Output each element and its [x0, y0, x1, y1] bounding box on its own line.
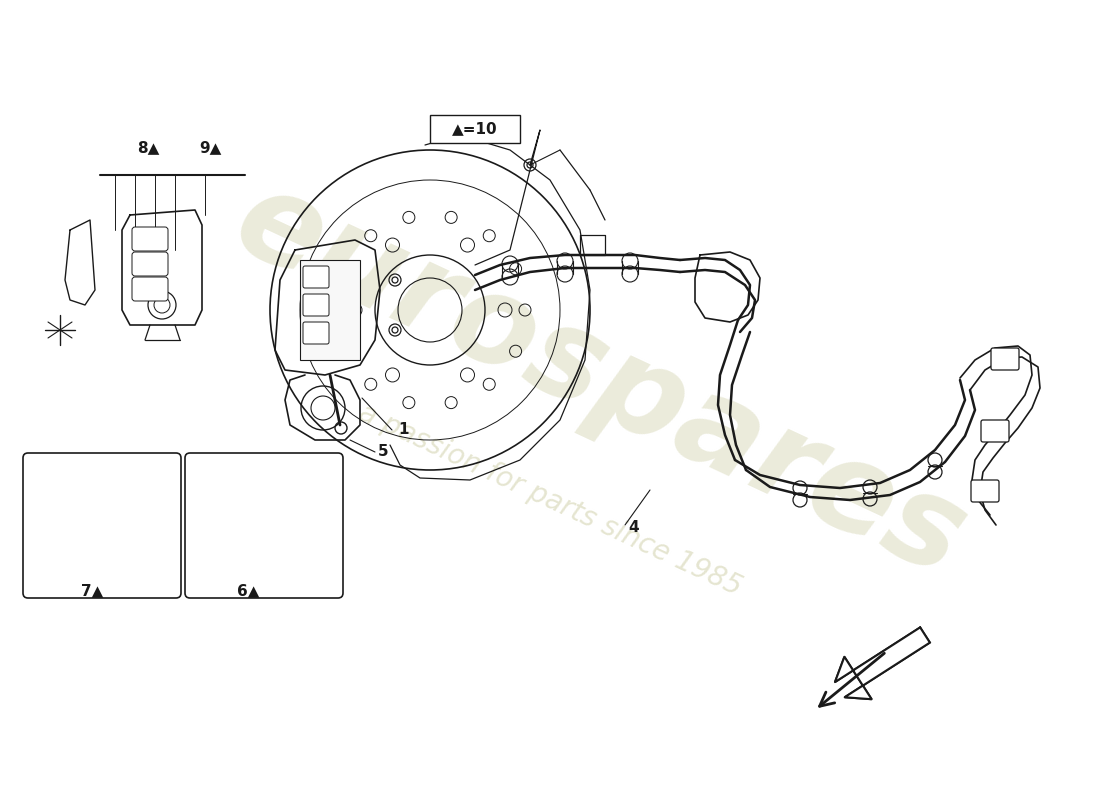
FancyBboxPatch shape [132, 227, 168, 251]
FancyBboxPatch shape [302, 294, 329, 316]
FancyBboxPatch shape [132, 252, 168, 276]
Text: 8▲: 8▲ [136, 140, 160, 155]
Bar [430, 115, 520, 143]
FancyBboxPatch shape [302, 322, 329, 344]
Text: 5: 5 [378, 445, 388, 459]
Text: 7▲: 7▲ [80, 583, 103, 598]
Text: 4: 4 [628, 519, 639, 534]
FancyBboxPatch shape [132, 277, 168, 301]
Bar [300, 260, 360, 360]
Text: eurospares: eurospares [217, 158, 983, 602]
Text: 6▲: 6▲ [236, 583, 260, 598]
FancyBboxPatch shape [302, 266, 329, 288]
Polygon shape [835, 627, 930, 699]
Text: ▲=10: ▲=10 [452, 122, 498, 137]
Text: 1: 1 [398, 422, 408, 438]
FancyBboxPatch shape [971, 480, 999, 502]
Text: 9▲: 9▲ [199, 140, 221, 155]
FancyBboxPatch shape [185, 453, 343, 598]
Text: a passion for parts since 1985: a passion for parts since 1985 [354, 398, 746, 602]
FancyBboxPatch shape [23, 453, 182, 598]
FancyBboxPatch shape [991, 348, 1019, 370]
FancyBboxPatch shape [981, 420, 1009, 442]
